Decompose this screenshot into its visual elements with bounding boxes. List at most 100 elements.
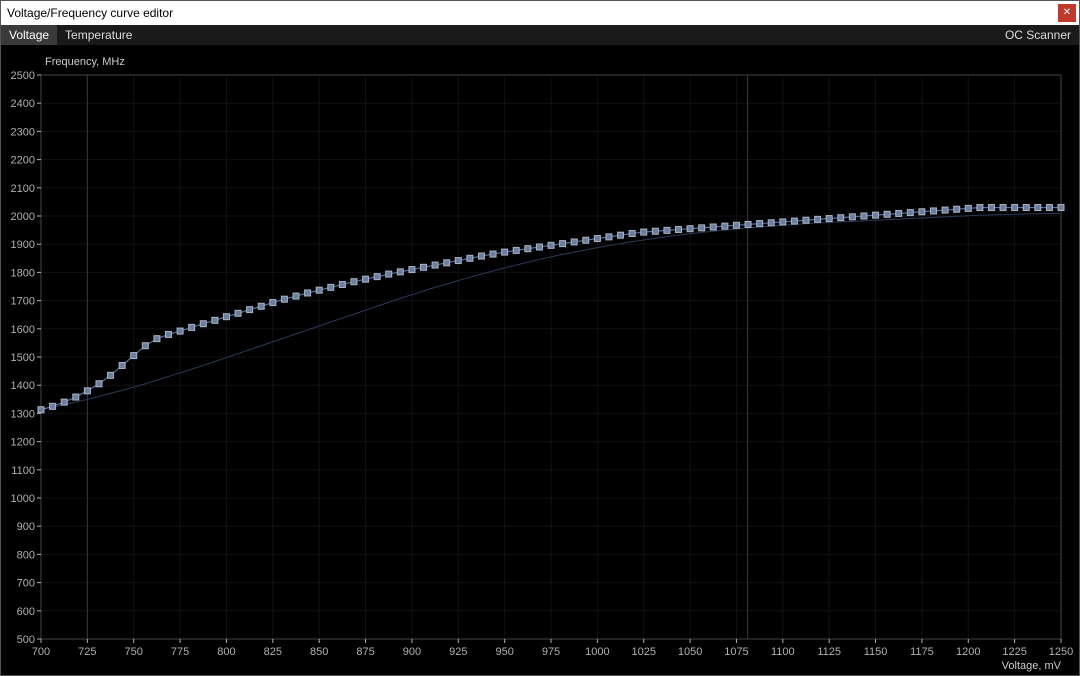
curve-point[interactable] [896,210,902,216]
tab-voltage[interactable]: Voltage [1,25,57,45]
vf-curve-chart[interactable]: 5006007008009001000110012001300140015001… [1,45,1079,675]
curve-point[interactable] [861,213,867,219]
svg-text:1150: 1150 [864,646,888,658]
curve-point[interactable] [942,207,948,213]
curve-point[interactable] [618,232,624,238]
curve-point[interactable] [919,209,925,215]
curve-point[interactable] [247,307,253,313]
curve-point[interactable] [166,331,172,337]
curve-point[interactable] [281,296,287,302]
curve-point[interactable] [502,249,508,255]
curve-point[interactable] [629,230,635,236]
curve-point[interactable] [328,284,334,290]
curve-point[interactable] [907,210,913,216]
curve-point[interactable] [1058,205,1064,211]
curve-point[interactable] [38,407,44,413]
curve-point[interactable] [73,394,79,400]
curve-point[interactable] [536,244,542,250]
tab-oc-scanner[interactable]: OC Scanner [997,25,1079,45]
curve-point[interactable] [583,237,589,243]
curve-point[interactable] [189,324,195,330]
curve-point[interactable] [490,251,496,257]
curve-point[interactable] [131,353,137,359]
curve-point[interactable] [815,216,821,222]
curve-point[interactable] [884,211,890,217]
curve-point[interactable] [119,362,125,368]
svg-text:725: 725 [78,646,96,658]
curve-point[interactable] [223,314,229,320]
curve-point[interactable] [733,222,739,228]
curve-point[interactable] [200,321,206,327]
curve-point[interactable] [687,226,693,232]
curve-point[interactable] [803,217,809,223]
curve-point[interactable] [594,236,600,242]
curve-point[interactable] [965,205,971,211]
tab-temperature[interactable]: Temperature [57,25,140,45]
curve-point[interactable] [374,274,380,280]
curve-point[interactable] [571,239,577,245]
curve-point[interactable] [363,276,369,282]
curve-point[interactable] [1000,205,1006,211]
curve-point[interactable] [699,225,705,231]
curve-point[interactable] [108,372,114,378]
chart-area[interactable]: 5006007008009001000110012001300140015001… [1,45,1079,675]
curve-point[interactable] [826,216,832,222]
curve-point[interactable] [641,229,647,235]
curve-point[interactable] [710,224,716,230]
curve-point[interactable] [722,223,728,229]
curve-point[interactable] [768,220,774,226]
curve-point[interactable] [478,253,484,259]
svg-text:2300: 2300 [11,126,35,138]
curve-point[interactable] [988,205,994,211]
svg-text:925: 925 [449,646,467,658]
curve-point[interactable] [432,262,438,268]
curve-point[interactable] [293,293,299,299]
curve-point[interactable] [316,287,322,293]
curve-point[interactable] [235,310,241,316]
curve-point[interactable] [977,205,983,211]
curve-point[interactable] [664,227,670,233]
curve-point[interactable] [351,279,357,285]
curve-point[interactable] [791,218,797,224]
curve-point[interactable] [386,271,392,277]
curve-point[interactable] [513,247,519,253]
curve-point[interactable] [50,403,56,409]
curve-point[interactable] [421,264,427,270]
curve-point[interactable] [1023,205,1029,211]
curve-point[interactable] [177,328,183,334]
curve-point[interactable] [560,241,566,247]
curve-point[interactable] [61,399,67,405]
curve-point[interactable] [525,246,531,252]
curve-point[interactable] [931,208,937,214]
curve-point[interactable] [305,290,311,296]
curve-point[interactable] [444,260,450,266]
curve-point[interactable] [954,206,960,212]
curve-point[interactable] [548,242,554,248]
curve-point[interactable] [96,381,102,387]
curve-point[interactable] [676,227,682,233]
curve-point[interactable] [142,343,148,349]
curve-point[interactable] [339,282,345,288]
curve-point[interactable] [652,228,658,234]
curve-point[interactable] [397,269,403,275]
curve-point[interactable] [84,388,90,394]
curve-point[interactable] [455,258,461,264]
curve-point[interactable] [1046,205,1052,211]
curve-point[interactable] [849,214,855,220]
svg-text:Voltage, mV: Voltage, mV [1002,660,1062,672]
curve-point[interactable] [154,336,160,342]
curve-point[interactable] [873,212,879,218]
curve-point[interactable] [258,303,264,309]
curve-point[interactable] [780,219,786,225]
curve-point[interactable] [467,255,473,261]
curve-point[interactable] [606,234,612,240]
curve-point[interactable] [409,267,415,273]
curve-point[interactable] [757,221,763,227]
curve-point[interactable] [838,215,844,221]
close-button[interactable]: ✕ [1058,4,1076,22]
curve-point[interactable] [270,300,276,306]
curve-point[interactable] [1035,205,1041,211]
curve-point[interactable] [745,221,751,227]
curve-point[interactable] [212,317,218,323]
curve-point[interactable] [1012,205,1018,211]
